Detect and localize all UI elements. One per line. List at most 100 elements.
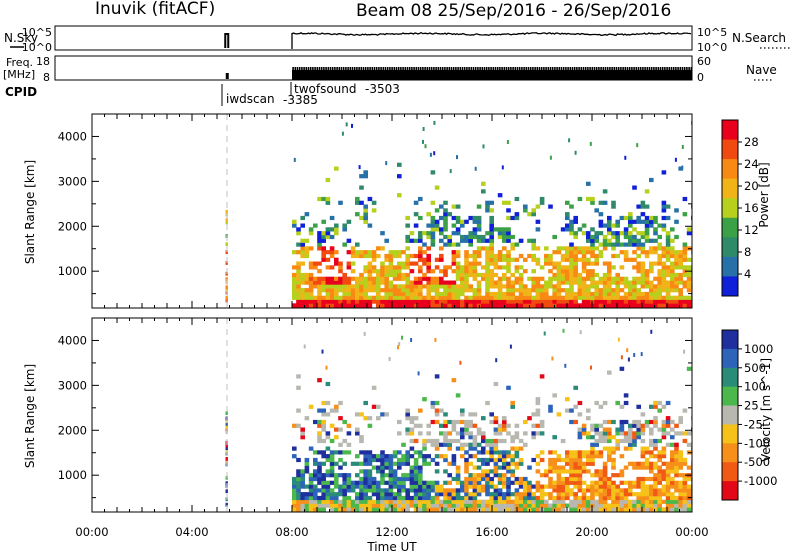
echo-cell xyxy=(472,303,478,308)
echo-cell xyxy=(481,303,486,308)
echo-cell xyxy=(497,454,503,459)
echo-cell xyxy=(476,480,482,485)
echo-cell xyxy=(619,499,625,504)
echo-cell xyxy=(325,265,331,270)
echo-cell xyxy=(611,265,616,270)
echo-cell xyxy=(413,423,419,428)
echo-cell xyxy=(300,469,305,474)
echo-cell xyxy=(329,265,335,270)
echo-cell xyxy=(602,189,608,194)
echo-cell xyxy=(569,223,574,228)
echo-cell xyxy=(518,446,524,451)
echo-cell xyxy=(363,291,368,297)
echo-cell xyxy=(443,219,448,224)
echo-cell xyxy=(397,303,402,308)
echo-cell xyxy=(598,503,604,508)
echo-cell xyxy=(607,284,612,289)
echo-cell xyxy=(665,480,671,485)
echo-cell xyxy=(531,492,536,497)
echo-cell xyxy=(594,484,599,489)
echo-cell xyxy=(443,442,448,447)
echo-cell xyxy=(371,465,377,470)
echo-cell xyxy=(535,454,541,459)
echo-cell xyxy=(388,250,394,255)
echo-cell xyxy=(661,473,667,478)
echo-cell xyxy=(632,185,637,190)
echo-cell xyxy=(586,495,591,501)
echo-cell xyxy=(300,272,305,278)
echo-cell xyxy=(602,223,608,228)
echo-cell xyxy=(489,291,494,297)
echo-cell xyxy=(565,476,570,482)
echo-cell xyxy=(464,261,469,266)
echo-cell xyxy=(607,299,612,304)
echo-cell xyxy=(426,484,431,489)
echo-cell xyxy=(493,499,499,504)
echo-cell xyxy=(560,280,566,285)
echo-cell xyxy=(607,419,612,425)
echo-cell xyxy=(418,454,423,459)
echo-cell xyxy=(325,469,331,474)
echo-cell xyxy=(674,450,679,455)
echo-cell xyxy=(422,461,427,466)
echo-cell xyxy=(623,303,629,308)
echo-cell xyxy=(439,431,444,436)
echo-cell xyxy=(355,288,360,293)
echo-cell xyxy=(665,465,671,470)
echo-cell xyxy=(388,284,394,289)
echo-cell xyxy=(514,499,520,504)
echo-cell xyxy=(430,223,436,228)
echo-cell xyxy=(577,476,583,482)
echo-cell xyxy=(579,330,582,335)
echo-cell xyxy=(670,450,675,455)
echo-cell xyxy=(602,435,608,440)
echo-cell xyxy=(447,299,452,304)
echo-cell xyxy=(506,385,511,390)
echo-cell xyxy=(502,473,507,478)
echo-cell xyxy=(632,438,637,444)
echo-cell xyxy=(661,299,667,304)
freq-tick-low: 8 xyxy=(43,71,50,84)
echo-cell xyxy=(430,295,436,300)
echo-cell xyxy=(539,503,545,508)
echo-cell xyxy=(342,299,347,304)
echo-cell xyxy=(313,492,318,497)
echo-cell xyxy=(661,265,667,270)
echo-cell xyxy=(334,250,339,255)
echo-cell xyxy=(628,484,633,489)
echo-cell xyxy=(359,492,364,497)
echo-cell xyxy=(376,253,381,259)
echo-cell xyxy=(300,261,305,266)
echo-cell xyxy=(607,261,612,266)
echo-cell xyxy=(350,246,356,251)
echo-cell xyxy=(409,484,415,489)
echo-cell xyxy=(556,495,562,501)
echo-cell xyxy=(472,272,478,278)
echo-cell xyxy=(590,196,595,202)
echo-cell xyxy=(346,265,352,270)
echo-cell xyxy=(493,299,499,304)
echo-cell xyxy=(619,492,625,497)
echo-cell xyxy=(292,280,297,285)
echo-cell xyxy=(363,170,368,175)
echo-cell xyxy=(615,484,620,489)
echo-cell xyxy=(556,250,562,255)
echo-cell xyxy=(485,204,490,209)
echo-cell xyxy=(628,242,633,247)
echo-cell xyxy=(615,492,620,497)
echo-cell xyxy=(413,276,419,281)
echo-cell xyxy=(380,265,385,270)
echo-cell xyxy=(682,303,688,308)
echo-cell xyxy=(355,291,360,297)
echo-cell xyxy=(292,495,297,501)
echo-cell xyxy=(317,378,322,383)
echo-cell xyxy=(363,473,368,478)
echo-cell xyxy=(615,284,620,289)
echo-cell xyxy=(502,295,507,300)
echo-cell xyxy=(590,280,595,285)
echo-cell xyxy=(317,284,322,289)
echo-cell xyxy=(586,454,591,459)
echo-cell xyxy=(460,238,465,243)
echo-cell xyxy=(644,461,650,466)
colorbar-tick-label: 100 xyxy=(744,380,766,394)
